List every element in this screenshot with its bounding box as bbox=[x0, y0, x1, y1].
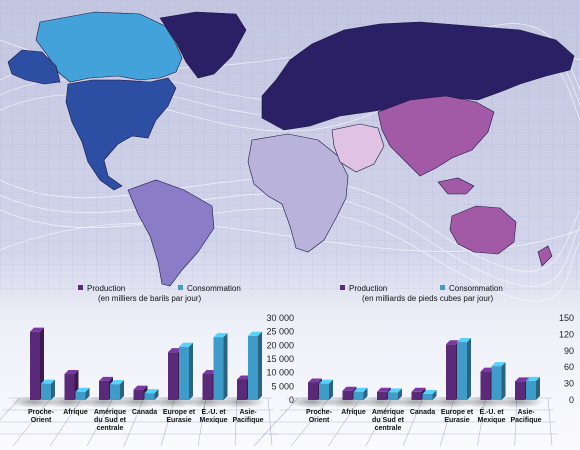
category-label: Afrique bbox=[341, 409, 366, 416]
category-label: Canada bbox=[132, 409, 157, 416]
category-label: Amérique du Sud et centrale bbox=[94, 409, 127, 432]
oil-chart: Production Consommation(en milliers de ba… bbox=[0, 284, 294, 447]
bar-consumption bbox=[75, 387, 90, 400]
y-tick-label: 150 bbox=[559, 313, 574, 323]
category-label: Proche-Orient bbox=[28, 409, 55, 424]
chart-unit-subtitle: (en milliards de pieds cubes par jour) bbox=[362, 294, 494, 303]
bar-consumption bbox=[353, 387, 368, 400]
bar-consumption bbox=[41, 379, 55, 400]
y-tick-label: 20 000 bbox=[266, 340, 294, 350]
category-label: Europe et Eurasie bbox=[441, 409, 474, 424]
world-map bbox=[7, 11, 575, 287]
y-tick-label: 5 000 bbox=[271, 381, 294, 391]
region-alaska bbox=[7, 49, 61, 85]
region-middle-east bbox=[331, 123, 385, 173]
category-label: Amérique du Sud et centrale bbox=[372, 409, 405, 432]
y-tick-label: 0 bbox=[569, 395, 574, 405]
bar-consumption bbox=[388, 388, 402, 400]
region-asia-pacific bbox=[377, 95, 495, 177]
bar-consumption bbox=[491, 362, 506, 400]
bar-consumption bbox=[457, 338, 471, 400]
region-usa-mexico bbox=[65, 77, 177, 191]
region-australia bbox=[449, 205, 517, 255]
legend-consumption-label: Consommation bbox=[187, 284, 241, 293]
category-label: Asie-Pacifique bbox=[232, 409, 263, 424]
region-greenland bbox=[159, 11, 247, 79]
category-label: Proche-Orient bbox=[306, 409, 333, 424]
legend-production-label: Production bbox=[87, 284, 125, 293]
category-label: Asie-Pacifique bbox=[510, 409, 541, 424]
region-africa bbox=[247, 133, 349, 253]
bar-consumption bbox=[422, 389, 437, 400]
category-label: Canada bbox=[410, 409, 435, 416]
legend-consumption-swatch bbox=[178, 285, 183, 290]
y-tick-label: 25 000 bbox=[266, 327, 294, 337]
region-southeast-asia bbox=[437, 177, 475, 195]
legend-consumption-swatch bbox=[440, 285, 445, 290]
y-tick-label: 10 000 bbox=[266, 368, 294, 378]
legend-production-label: Production bbox=[349, 284, 387, 293]
chart-unit-subtitle: (en milliers de barils par jour) bbox=[98, 294, 201, 303]
legend-consumption-label: Consommation bbox=[449, 284, 503, 293]
region-south-america bbox=[127, 179, 215, 287]
y-tick-label: 90 bbox=[564, 346, 574, 356]
bar-consumption bbox=[213, 333, 228, 400]
legend-production-swatch bbox=[78, 285, 83, 290]
category-label: Europe et Eurasie bbox=[163, 409, 196, 424]
y-tick-label: 30 000 bbox=[266, 313, 294, 323]
bar-consumption bbox=[144, 389, 159, 400]
gas-chart: Production Consommation(en milliards de p… bbox=[253, 284, 574, 447]
bar-consumption bbox=[110, 380, 124, 400]
y-tick-label: 120 bbox=[559, 329, 574, 339]
category-label: É.-U. et Mexique bbox=[199, 407, 227, 424]
category-label: Afrique bbox=[63, 409, 88, 416]
bar-consumption bbox=[526, 376, 540, 400]
region-new-zealand bbox=[537, 245, 553, 267]
y-tick-label: 30 bbox=[564, 379, 574, 389]
category-label: É.-U. et Mexique bbox=[477, 407, 505, 424]
bar-consumption bbox=[319, 379, 333, 400]
y-tick-label: 15 000 bbox=[266, 354, 294, 364]
y-tick-label: 60 bbox=[564, 362, 574, 372]
bar-consumption bbox=[179, 342, 193, 400]
region-europe-eurasia bbox=[261, 21, 575, 131]
legend-production-swatch bbox=[340, 285, 345, 290]
bar-consumption bbox=[248, 331, 262, 400]
